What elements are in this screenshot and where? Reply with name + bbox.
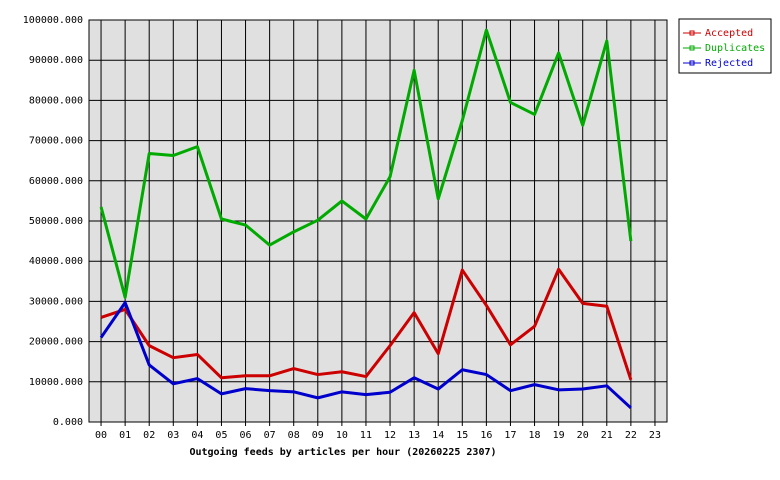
- x-tick-label: 07: [264, 430, 276, 441]
- x-tick-label: 12: [384, 430, 396, 441]
- x-tick-label: 22: [625, 430, 637, 441]
- y-tick-label: 90000.000: [29, 55, 83, 66]
- x-tick-label: 11: [360, 430, 372, 441]
- legend-marker: [689, 60, 695, 66]
- x-tick-label: 09: [312, 430, 324, 441]
- y-tick-label: 60000.000: [29, 176, 83, 187]
- x-axis-label: Outgoing feeds by articles per hour (202…: [189, 446, 496, 458]
- y-tick-label: 100000.000: [23, 15, 83, 26]
- x-tick-label: 18: [529, 430, 541, 441]
- legend-marker: [689, 30, 695, 36]
- x-tick-label: 00: [95, 430, 107, 441]
- x-tick-label: 04: [191, 430, 203, 441]
- legend-marker: [689, 45, 695, 51]
- x-tick-label: 20: [577, 430, 589, 441]
- x-tick-label: 10: [336, 430, 348, 441]
- legend-label: Duplicates: [705, 43, 765, 54]
- series-line: [99, 28, 633, 299]
- legend-label: Accepted: [705, 28, 753, 39]
- series-line: [99, 301, 632, 410]
- y-tick-label: 50000.000: [29, 216, 83, 227]
- y-tick-label: 40000.000: [29, 256, 83, 267]
- x-tick-label: 14: [432, 430, 444, 441]
- y-tick-label: 0.000: [53, 417, 83, 428]
- series-line: [100, 267, 633, 381]
- y-tick-label: 10000.000: [29, 377, 83, 388]
- y-tick-label: 20000.000: [29, 337, 83, 348]
- y-tick-label: 30000.000: [29, 296, 83, 307]
- x-tick-label: 21: [601, 430, 613, 441]
- x-tick-label: 02: [143, 430, 155, 441]
- y-tick-label: 70000.000: [29, 136, 83, 147]
- x-tick-label: 16: [480, 430, 492, 441]
- x-tick-label: 17: [504, 430, 516, 441]
- x-tick-label: 03: [167, 430, 179, 441]
- x-tick-label: 15: [456, 430, 468, 441]
- legend-label: Rejected: [705, 58, 753, 69]
- y-tick-label: 80000.000: [29, 95, 83, 106]
- x-tick-label: 23: [649, 430, 661, 441]
- x-tick-label: 13: [408, 430, 420, 441]
- x-tick-label: 05: [215, 430, 227, 441]
- x-tick-label: 19: [553, 430, 565, 441]
- x-tick-label: 08: [288, 430, 300, 441]
- x-tick-label: 06: [240, 430, 252, 441]
- x-tick-label: 01: [119, 430, 131, 441]
